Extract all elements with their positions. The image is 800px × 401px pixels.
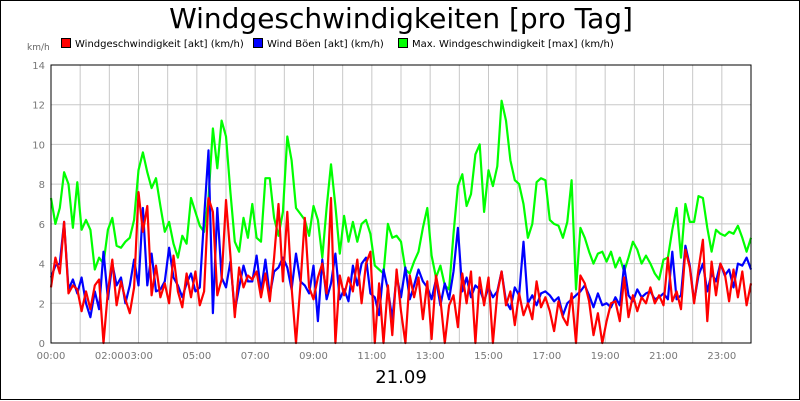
x-tick-label: 09:00 xyxy=(299,351,328,362)
y-tick-label: 12 xyxy=(32,101,45,112)
legend-swatch-blue xyxy=(253,38,263,48)
y-tick-label: 2 xyxy=(39,299,45,310)
legend-item-gusts: Wind Böen [akt] (km/h) xyxy=(253,38,384,52)
legend-item-wind-speed: Windgeschwindigkeit [akt] (km/h) xyxy=(61,38,244,52)
series-line-max-wind xyxy=(49,99,753,291)
x-tick-label: 21:00 xyxy=(649,351,678,362)
y-tick-label: 14 xyxy=(32,61,45,72)
series-line-wind-speed xyxy=(49,191,753,345)
legend-swatch-green xyxy=(398,38,408,48)
legend-item-max-wind: Max. Windgeschwindigkeit [max] (km/h) xyxy=(398,38,614,52)
y-tick-label: 8 xyxy=(39,180,45,191)
x-tick-label: 23:00 xyxy=(707,351,736,362)
y-tick-label: 6 xyxy=(39,220,45,231)
legend-swatch-red xyxy=(61,38,71,48)
y-tick-label: 10 xyxy=(32,140,45,151)
legend-label-gusts: Wind Böen [akt] (km/h) xyxy=(267,39,384,50)
x-tick-label: 17:00 xyxy=(532,351,561,362)
x-tick-label: 03:00 xyxy=(124,351,153,362)
plot-border xyxy=(50,64,752,344)
x-tick-label: 11:00 xyxy=(357,351,386,362)
x-tick-label: 05:00 xyxy=(182,351,211,362)
chart-title: Windgeschwindigkeiten [pro Tag] xyxy=(169,2,633,35)
x-tick-label: 19:00 xyxy=(591,351,620,362)
x-tick-label: 13:00 xyxy=(416,351,445,362)
x-tick-label: 00:00 xyxy=(37,351,66,362)
date-label: 21.09 xyxy=(375,367,427,388)
legend-label-wind-speed: Windgeschwindigkeit [akt] (km/h) xyxy=(75,39,244,50)
x-tick-label: 15:00 xyxy=(474,351,503,362)
y-tick-label: 0 xyxy=(39,339,45,350)
y-tick-label: 4 xyxy=(39,260,45,271)
legend-label-max-wind: Max. Windgeschwindigkeit [max] (km/h) xyxy=(412,39,614,50)
x-tick-label: 02:00 xyxy=(95,351,124,362)
x-tick-label: 07:00 xyxy=(241,351,270,362)
y-axis-unit: km/h xyxy=(27,43,50,53)
